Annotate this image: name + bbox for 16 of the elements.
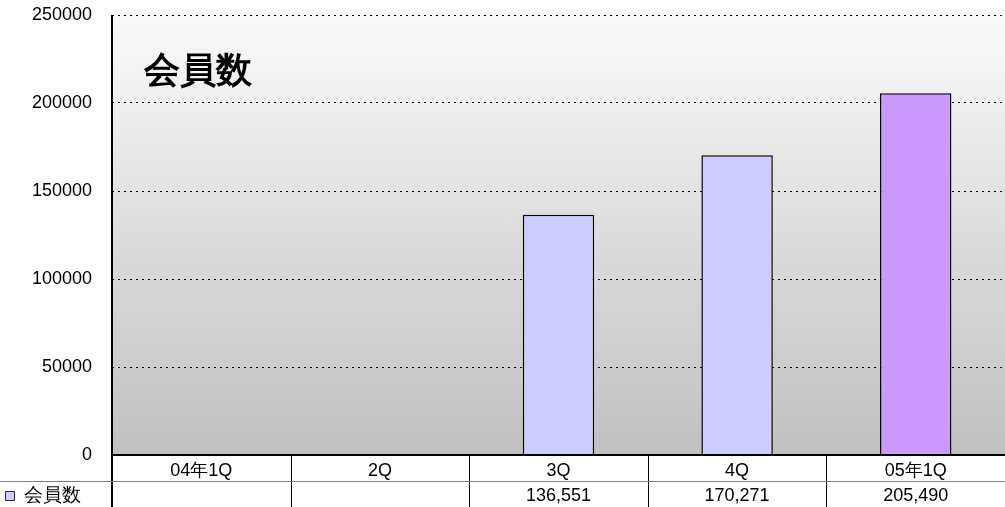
text: 会員数 <box>143 48 253 90</box>
x-tick-label: 3Q <box>546 459 571 480</box>
y-tick-label: 250000 <box>31 3 92 24</box>
data-label: 136,551 <box>525 484 592 505</box>
x-tick-label: 05年1Q <box>884 459 947 480</box>
x-tick-label: 2Q <box>367 459 392 480</box>
legend-label: 会員数 <box>24 484 81 506</box>
y-tick-label: 150000 <box>31 179 92 200</box>
x-tick-label: 04年1Q <box>170 459 233 480</box>
y-tick-label: 200000 <box>31 91 92 112</box>
data-label: 170,271 <box>704 484 770 505</box>
x-tick-label: 4Q <box>725 459 750 480</box>
data-label: 205,490 <box>883 484 949 505</box>
y-tick-label: 0 <box>81 443 92 464</box>
y-tick-label: 50000 <box>41 355 92 376</box>
y-tick-label: 100000 <box>31 267 92 288</box>
